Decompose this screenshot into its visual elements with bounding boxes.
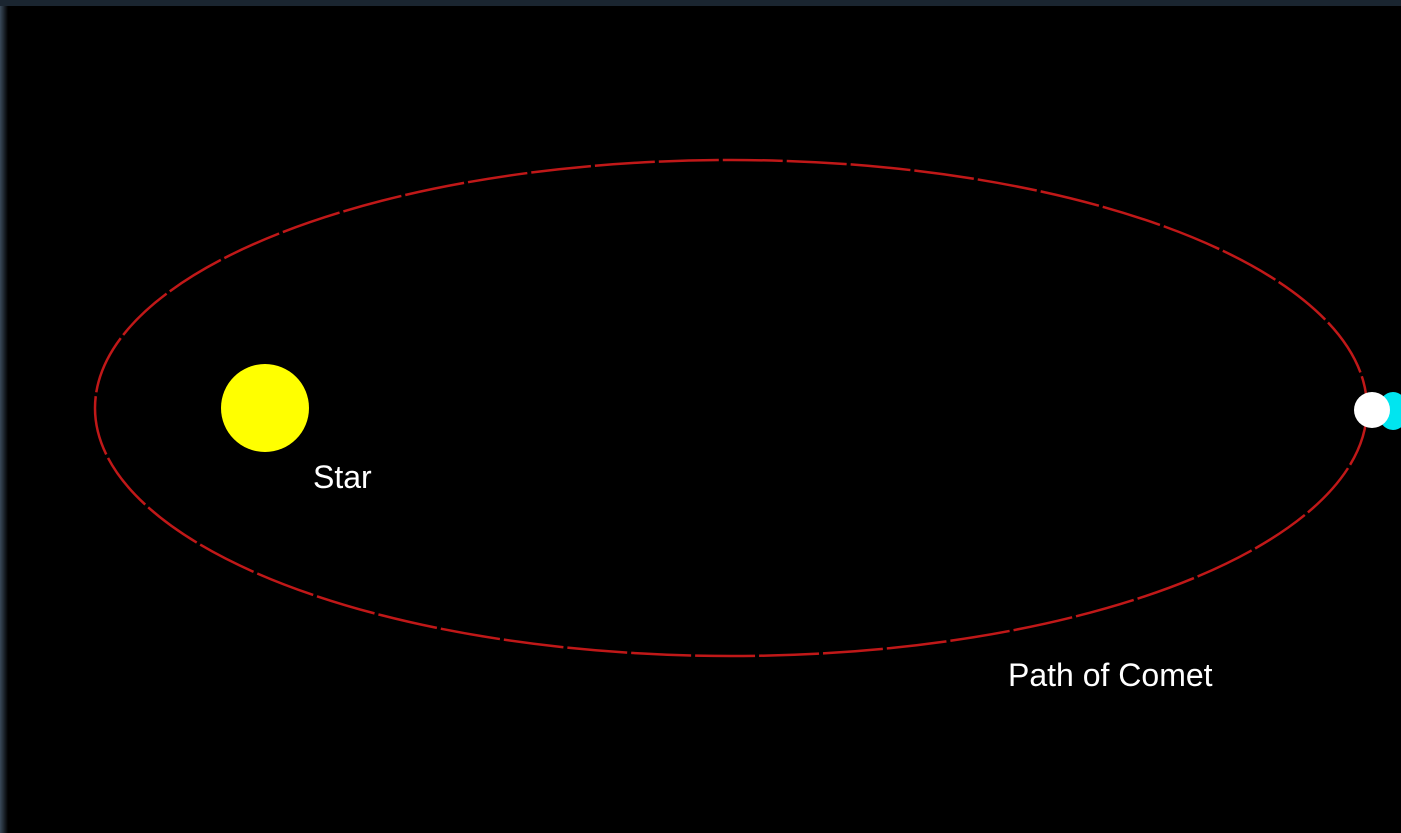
star-label: Star bbox=[313, 459, 372, 495]
star bbox=[221, 364, 309, 452]
comet-head bbox=[1354, 392, 1390, 428]
comet bbox=[1354, 392, 1401, 430]
top-edge bbox=[0, 0, 1401, 6]
path-label: Path of Comet bbox=[1008, 657, 1213, 693]
left-edge bbox=[0, 0, 8, 833]
